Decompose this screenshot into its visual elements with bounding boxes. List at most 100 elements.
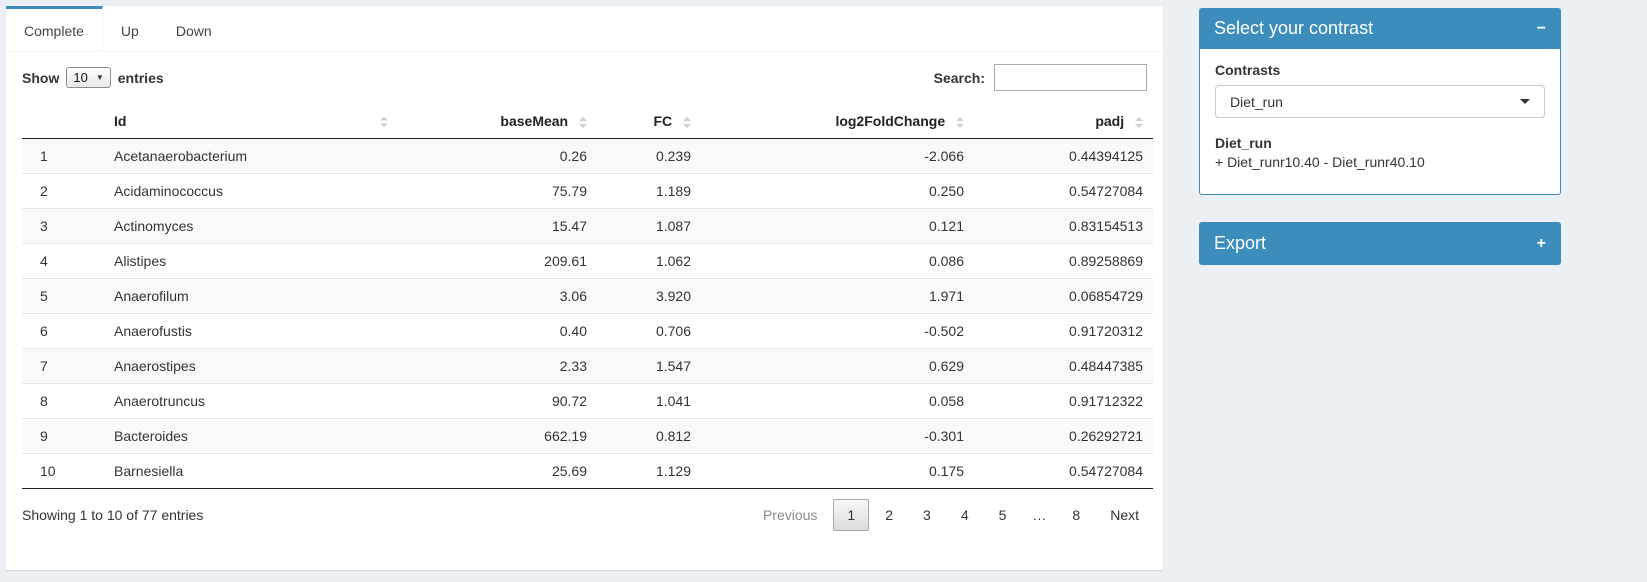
- contrast-box-body: Contrasts Diet_run Diet_run + Diet_runr1…: [1199, 49, 1561, 195]
- contrast-box-header[interactable]: Select your contrast −: [1199, 8, 1561, 49]
- table-info: Showing 1 to 10 of 77 entries: [22, 507, 204, 523]
- cell-basemean: 0.26: [559, 148, 587, 164]
- cell-basemean: 209.61: [396, 243, 597, 279]
- cell-rownum: 2: [22, 173, 104, 209]
- cell-basemean: 2.33: [396, 348, 597, 384]
- cell-id: Anaerofustis: [104, 313, 396, 349]
- cell-padj: 0.83154513: [974, 208, 1153, 244]
- col-header-fc[interactable]: FC: [597, 105, 701, 139]
- results-tabbox: Complete Up Down Show 10 ▼ entries Searc…: [6, 6, 1163, 570]
- search-input[interactable]: [994, 64, 1147, 91]
- contrast-select[interactable]: Diet_run: [1215, 85, 1545, 118]
- table-row[interactable]: 6 Anaerofustis 0.40 0.706 -0.502 0.91720…: [22, 313, 1153, 349]
- cell-padj: 0.44394125: [1069, 148, 1143, 164]
- table-row[interactable]: 8 Anaerotruncus 90.72 1.041 0.058 0.9171…: [22, 383, 1153, 419]
- cell-rownum: 5: [22, 278, 104, 314]
- entries-select[interactable]: 10 ▼: [66, 67, 111, 88]
- cell-basemean: 25.69: [396, 453, 597, 489]
- col-header-id[interactable]: Id: [104, 105, 396, 139]
- cell-padj: 0.91720312: [974, 313, 1153, 349]
- col-header-fc-label: FC: [653, 113, 673, 129]
- pagination-3[interactable]: 3: [923, 507, 931, 523]
- collapse-icon[interactable]: −: [1536, 19, 1546, 37]
- cell-id: Anaerofilum: [104, 278, 396, 314]
- col-header-basemean[interactable]: baseMean: [396, 105, 597, 139]
- sort-icon: [1135, 116, 1143, 128]
- expand-icon[interactable]: +: [1536, 234, 1546, 252]
- pagination: Previous 1 2 3 4 5 … 8 Next: [747, 499, 1153, 531]
- cell-log2foldchange: -2.066: [924, 148, 964, 164]
- cell-padj: 0.06854729: [974, 278, 1153, 314]
- cell-fc: 1.547: [597, 348, 701, 384]
- pagination-2[interactable]: 2: [885, 507, 894, 523]
- cell-basemean: 3.06: [396, 278, 597, 314]
- pagination-8[interactable]: 8: [1072, 507, 1081, 523]
- cell-basemean: 662.19: [396, 418, 597, 454]
- col-header-id-label: Id: [114, 113, 127, 129]
- sort-icon: [579, 116, 587, 128]
- cell-id: Acidaminococcus: [104, 173, 396, 209]
- table-row[interactable]: 7 Anaerostipes 2.33 1.547 0.629 0.484473…: [22, 348, 1153, 384]
- show-entries-group: Show 10 ▼ entries: [22, 67, 164, 88]
- show-label: Show: [22, 69, 60, 86]
- table-row[interactable]: 4 Alistipes 209.61 1.062 0.086 0.8925886…: [22, 243, 1153, 279]
- contrasts-label: Contrasts: [1215, 62, 1281, 78]
- cell-rownum: 6: [22, 313, 104, 349]
- cell-fc: 0.706: [597, 313, 701, 349]
- col-header-log2foldchange[interactable]: log2FoldChange: [701, 105, 974, 139]
- cell-id: Anaerotruncus: [104, 383, 396, 419]
- sort-icon: [683, 116, 691, 128]
- table-row[interactable]: 5 Anaerofilum 3.06 3.920 1.971 0.0685472…: [22, 278, 1153, 314]
- cell-padj: 0.91712322: [974, 383, 1153, 419]
- pagination-5[interactable]: 5: [998, 507, 1007, 523]
- chevron-down-icon: [1520, 99, 1530, 104]
- cell-log2foldchange: 0.121: [701, 208, 974, 244]
- table-row[interactable]: 2 Acidaminococcus 75.79 1.189 0.250 0.54…: [22, 173, 1153, 209]
- cell-padj: 0.48447385: [974, 348, 1153, 384]
- cell-rownum: 7: [22, 348, 104, 384]
- table-row[interactable]: 3 Actinomyces 15.47 1.087 0.121 0.831545…: [22, 208, 1153, 244]
- tab-complete[interactable]: Complete: [6, 6, 103, 51]
- pagination-4[interactable]: 4: [960, 507, 969, 523]
- pagination--: …: [1032, 507, 1047, 523]
- cell-fc: 1.087: [597, 208, 701, 244]
- cell-fc: 1.129: [597, 453, 701, 489]
- results-table: Id baseMean FC log2FoldChange: [22, 105, 1153, 489]
- tab-content: Show 10 ▼ entries Search:: [6, 52, 1163, 543]
- table-row[interactable]: 1 Acetanaerobacterium 0.26 0.239 -2.066 …: [22, 138, 1153, 174]
- contrast-name: Diet_run: [1215, 135, 1272, 151]
- cell-rownum: 8: [22, 383, 104, 419]
- cell-padj: 0.54727084: [974, 453, 1153, 489]
- pagination-next[interactable]: Next: [1110, 507, 1139, 523]
- col-header-basemean-label: baseMean: [500, 113, 569, 129]
- cell-log2foldchange: -0.301: [701, 418, 974, 454]
- pagination-1[interactable]: 1: [833, 499, 870, 531]
- cell-fc: 1.062: [597, 243, 701, 279]
- col-header-padj[interactable]: padj: [974, 105, 1153, 139]
- contrast-formula: + Diet_runr10.40 - Diet_runr40.10: [1215, 154, 1425, 170]
- cell-rownum: 3: [22, 208, 104, 244]
- cell-padj: 0.89258869: [974, 243, 1153, 279]
- cell-rownum: 4: [22, 243, 104, 279]
- export-box-header[interactable]: Export +: [1199, 222, 1561, 265]
- cell-padj: 0.54727084: [974, 173, 1153, 209]
- cell-rownum: 1: [40, 148, 48, 164]
- cell-id: Alistipes: [104, 243, 396, 279]
- select-caret-icon: ▼: [95, 73, 104, 82]
- sort-icon: [956, 116, 964, 128]
- col-header-padj-label: padj: [1095, 113, 1125, 129]
- cell-id: Anaerostipes: [104, 348, 396, 384]
- tab-down[interactable]: Down: [175, 23, 212, 39]
- tab-bar: Complete Up Down: [6, 6, 1163, 52]
- cell-basemean: 90.72: [396, 383, 597, 419]
- cell-basemean: 15.47: [396, 208, 597, 244]
- table-row[interactable]: 10 Barnesiella 25.69 1.129 0.175 0.54727…: [22, 453, 1153, 489]
- cell-id: Actinomyces: [104, 208, 396, 244]
- entries-select-value: 10: [73, 70, 88, 85]
- cell-fc: 3.920: [597, 278, 701, 314]
- cell-log2foldchange: 0.629: [701, 348, 974, 384]
- cell-basemean: 0.40: [396, 313, 597, 349]
- table-row[interactable]: 9 Bacteroides 662.19 0.812 -0.301 0.2629…: [22, 418, 1153, 454]
- cell-id: Bacteroides: [104, 418, 396, 454]
- tab-up[interactable]: Up: [120, 23, 139, 39]
